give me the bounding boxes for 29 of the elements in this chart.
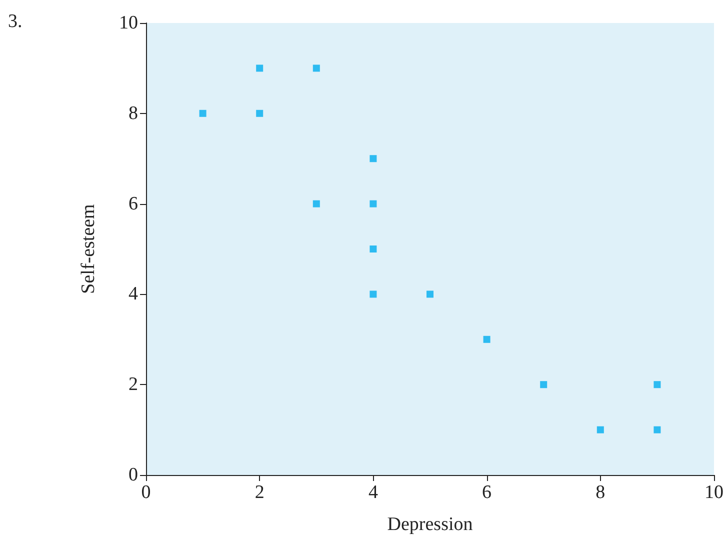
y-tick-label: 0 bbox=[128, 464, 138, 486]
y-tick-label: 10 bbox=[119, 12, 138, 34]
point bbox=[199, 110, 206, 117]
point bbox=[256, 64, 264, 72]
x-tick-label: 6 bbox=[482, 482, 492, 503]
y-tick-label: 8 bbox=[128, 102, 138, 124]
x-tick-label: 8 bbox=[596, 482, 606, 503]
point bbox=[370, 246, 377, 252]
point bbox=[654, 426, 661, 434]
point bbox=[596, 426, 604, 434]
point bbox=[370, 155, 377, 162]
point bbox=[426, 290, 434, 298]
point bbox=[312, 64, 320, 72]
y-tick-label: 4 bbox=[128, 284, 138, 305]
point bbox=[312, 200, 320, 208]
y-tick-label: 6 bbox=[128, 193, 138, 214]
x-tick-label: 4 bbox=[368, 482, 378, 503]
y-axis-title: Self-esteem bbox=[78, 204, 99, 294]
y-tick-label: 2 bbox=[128, 374, 138, 396]
point bbox=[370, 200, 377, 208]
point bbox=[483, 336, 490, 343]
x-axis-title: Depression bbox=[387, 514, 474, 535]
point bbox=[654, 381, 661, 388]
point bbox=[256, 110, 264, 117]
text: 3. bbox=[8, 11, 22, 32]
point bbox=[540, 381, 548, 388]
point bbox=[370, 290, 377, 298]
x-tick-label: 10 bbox=[704, 482, 724, 503]
x-tick-label: 2 bbox=[254, 482, 264, 503]
